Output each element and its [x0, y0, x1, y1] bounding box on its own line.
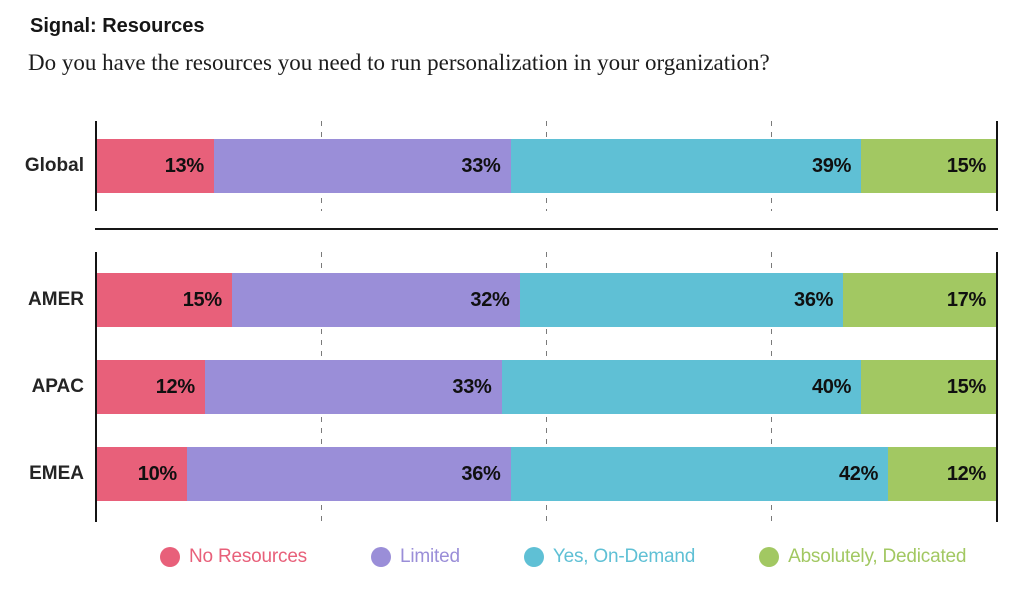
page-subtitle: Do you have the resources you need to ru… — [28, 50, 770, 75]
segment-value-label: 42% — [838, 462, 879, 485]
bar-segment-yes-on-demand: 39% — [510, 139, 862, 193]
segment-value-label: 33% — [452, 375, 492, 398]
bar-row-emea: EMEA 10% 36% 42% 12% — [29, 447, 996, 501]
segment-value-label: 36% — [794, 288, 834, 311]
bar-segment-no-resources: 13% — [97, 139, 214, 193]
axis-line-right — [996, 252, 998, 522]
legend-item-yes-on-demand: Yes, On-Demand — [523, 546, 696, 568]
global-chart: Global 13% 33% 39% 15% — [25, 121, 998, 211]
page-title: Signal: Resources — [30, 15, 205, 37]
bar-segment-no-resources: 15% — [97, 273, 232, 327]
chart-divider — [95, 228, 998, 230]
regions-chart: AMER 15% 32% 36% 17% APAC 12% 33% 40% 15% EMEA 10% 3… — [28, 252, 998, 522]
segment-value-label: 33% — [461, 154, 501, 177]
legend-item-limited: Limited — [370, 546, 460, 568]
bar-segment-limited: 33% — [204, 360, 502, 414]
chart-legend: No Resources Limited Yes, On-Demand Absolut… — [160, 545, 966, 569]
bar-segment-yes-on-demand: 40% — [501, 360, 862, 414]
segment-value-label: 39% — [811, 154, 852, 177]
bar-segment-absolutely-dedicated: 15% — [861, 139, 996, 193]
bar-segment-yes-on-demand: 42% — [510, 447, 889, 501]
legend-item-no-resources: No Resources — [160, 546, 307, 568]
bar-segment-absolutely-dedicated: 12% — [888, 447, 996, 501]
bar-segment-limited: 32% — [231, 273, 520, 327]
stacked-bar: 10% 36% 42% 12% — [97, 447, 996, 501]
legend-item-absolutely-dedicated: Absolutely, Dedicated — [759, 546, 966, 568]
segment-value-label: 15% — [946, 375, 986, 398]
axis-line-left — [95, 252, 97, 522]
bar-segment-absolutely-dedicated: 17% — [843, 273, 996, 327]
bar-segment-yes-on-demand: 36% — [519, 273, 844, 327]
category-label: EMEA — [29, 463, 84, 484]
segment-value-label: 36% — [461, 462, 501, 485]
legend-dot-icon — [370, 547, 391, 567]
segment-value-label: 32% — [470, 288, 510, 311]
stacked-bar: 15% 32% 36% 17% — [97, 273, 996, 327]
segment-value-label: 17% — [946, 288, 986, 311]
bar-segment-limited: 33% — [213, 139, 511, 193]
legend-dot-icon — [160, 547, 180, 567]
bar-row-global: Global 13% 33% 39% 15% — [25, 139, 996, 193]
legend-dot-icon — [759, 547, 780, 567]
segment-value-label: 15% — [182, 288, 222, 311]
stacked-bar: 13% 33% 39% 15% — [97, 139, 996, 193]
axis-line-right — [996, 121, 998, 211]
segment-value-label: 15% — [946, 154, 986, 177]
segment-value-label: 13% — [164, 154, 204, 177]
legend-label: No Resources — [189, 546, 307, 567]
bar-segment-absolutely-dedicated: 15% — [861, 360, 996, 414]
category-label: Global — [24, 155, 84, 176]
category-label: AMER — [28, 289, 84, 310]
segment-value-label: 40% — [811, 375, 852, 398]
bar-segment-no-resources: 10% — [97, 447, 187, 501]
segment-value-label: 10% — [137, 462, 177, 485]
legend-dot-icon — [523, 547, 544, 567]
legend-label: Absolutely, Dedicated — [788, 546, 967, 567]
bar-row-apac: APAC 12% 33% 40% 15% — [32, 360, 996, 414]
category-label: APAC — [31, 376, 84, 397]
bar-row-amer: AMER 15% 32% 36% 17% — [28, 273, 996, 327]
segment-value-label: 12% — [946, 462, 986, 485]
legend-label: Limited — [399, 546, 460, 567]
bar-segment-no-resources: 12% — [97, 360, 205, 414]
bar-segment-limited: 36% — [186, 447, 511, 501]
stacked-bar: 12% 33% 40% 15% — [97, 360, 996, 414]
axis-line-left — [95, 121, 97, 211]
legend-label: Yes, On-Demand — [552, 546, 696, 567]
segment-value-label: 12% — [155, 375, 195, 398]
